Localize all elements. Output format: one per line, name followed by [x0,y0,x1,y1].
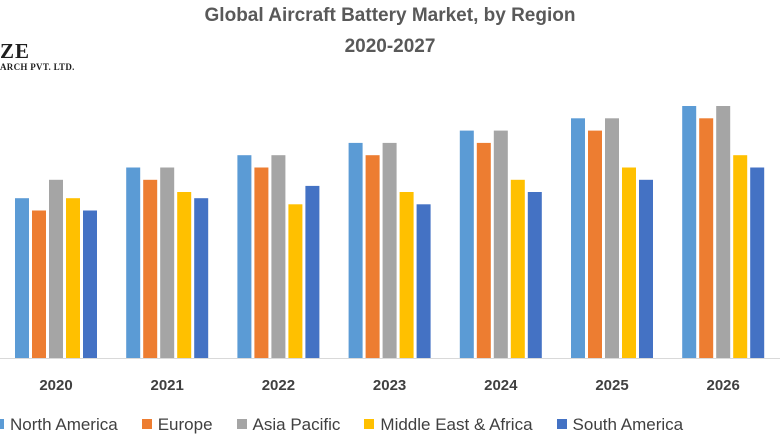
bar-north-america-2021 [126,167,141,358]
chart-subtitle: 2020-2027 [344,36,436,57]
bar-north-america-2020 [15,198,29,358]
company-logo: ZE ARCH PVT. LTD. [0,40,75,73]
x-tick-label-2023: 2023 [373,377,406,394]
bar-middle-east-and-africa-2023 [399,192,414,358]
x-tick-label-2025: 2025 [595,377,628,394]
legend-item-middle-east-and-africa: Middle East & Africa [364,412,533,438]
x-tick-label-2026: 2026 [707,377,740,394]
legend-swatch-asia-pacific [236,418,247,429]
bar-asia-pacific-2023 [382,142,397,358]
x-tick-label-2020: 2020 [39,377,72,394]
bar-south-america-2021 [194,198,209,358]
logo-text-sub: ARCH PVT. LTD. [0,62,75,72]
bar-middle-east-and-africa-2021 [177,192,192,358]
bar-europe-2023 [365,155,380,358]
bar-europe-2020 [32,210,46,358]
bar-europe-2026 [699,118,714,358]
legend-label-south-america: South America [572,415,684,434]
bar-south-america-2026 [750,167,765,358]
bar-group [15,106,765,358]
bar-middle-east-and-africa-2025 [622,167,636,358]
bar-europe-2022 [254,167,269,358]
bar-south-america-2022 [305,185,320,358]
x-tick-label-2022: 2022 [262,377,295,394]
legend-label-middle-east-and-africa: Middle East & Africa [380,415,533,434]
bar-middle-east-and-africa-2026 [733,155,748,358]
x-tick-label-2024: 2024 [484,377,518,394]
logo-text-main: ZE [0,39,31,63]
legend-item-europe: Europe [141,412,213,438]
bar-north-america-2022 [237,155,252,358]
legend-label-europe: Europe [157,415,213,434]
legend-label-asia-pacific: Asia Pacific [252,415,341,434]
bar-north-america-2024 [459,130,474,358]
legend-swatch-south-america [556,418,567,429]
bar-north-america-2026 [682,106,697,358]
legend-label-north-america: North America [10,415,118,434]
chart-title: Global Aircraft Battery Market, by Regio… [204,5,576,26]
bar-asia-pacific-2024 [493,130,508,358]
bar-europe-2025 [588,130,602,358]
x-tick-labels: 2020 2021 2022 2023 2024 2025 2026 [39,377,740,394]
bar-asia-pacific-2020 [49,179,63,358]
bar-south-america-2023 [416,204,431,358]
bar-europe-2024 [476,142,491,358]
legend-item-south-america: South America [556,412,684,438]
legend-swatch-north-america [0,418,4,429]
bar-asia-pacific-2022 [271,155,286,358]
bar-middle-east-and-africa-2022 [288,204,303,358]
chart-legend: North America Europe Asia Pacific Middle Ea… [0,412,780,438]
bar-middle-east-and-africa-2020 [66,198,80,358]
bar-middle-east-and-africa-2024 [510,179,525,358]
bar-south-america-2025 [639,179,653,358]
bar-south-america-2024 [527,192,542,358]
legend-item-north-america: North America [0,412,118,438]
legend-swatch-middle-east-and-africa [364,418,375,429]
legend-item-asia-pacific: Asia Pacific [236,412,341,438]
bar-south-america-2020 [83,210,97,358]
bar-asia-pacific-2026 [716,106,731,358]
bar-europe-2021 [143,179,158,358]
bar-asia-pacific-2025 [605,118,619,358]
x-tick-label-2021: 2021 [151,377,184,394]
bar-north-america-2025 [571,118,585,358]
bar-north-america-2023 [348,142,363,358]
bar-asia-pacific-2021 [160,167,175,358]
legend-swatch-europe [141,418,152,429]
